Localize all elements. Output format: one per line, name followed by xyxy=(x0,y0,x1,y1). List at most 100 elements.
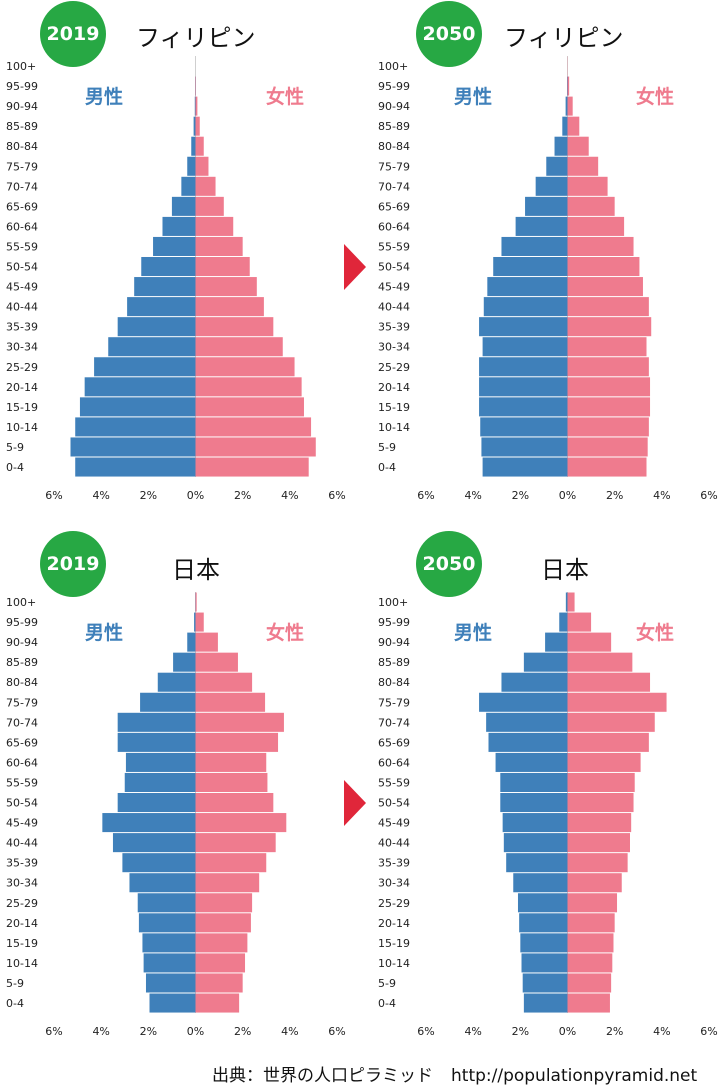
x-tick-label: 4% xyxy=(281,1025,298,1038)
male-bar xyxy=(516,217,568,236)
female-bar xyxy=(196,773,268,792)
male-bar xyxy=(479,317,567,336)
age-group-label: 100+ xyxy=(378,60,408,73)
age-group-label: 20-14 xyxy=(6,381,38,394)
female-bar xyxy=(196,613,204,632)
male-bar xyxy=(150,994,196,1013)
female-bar xyxy=(196,177,216,196)
male-bar xyxy=(118,793,196,812)
age-group-label: 0-4 xyxy=(6,997,24,1010)
female-bar xyxy=(196,157,209,176)
female-bar xyxy=(196,994,240,1013)
male-bar xyxy=(80,397,196,416)
female-label: 女性 xyxy=(636,621,674,644)
female-bar xyxy=(568,633,612,652)
male-bar xyxy=(126,753,196,772)
age-group-label: 55-59 xyxy=(378,240,410,253)
age-group-label: 60-64 xyxy=(378,756,410,769)
age-group-label: 80-84 xyxy=(6,140,38,153)
age-group-label: 20-14 xyxy=(378,917,410,930)
male-bar xyxy=(118,713,196,732)
female-bar xyxy=(196,197,224,216)
male-bar xyxy=(172,197,196,216)
male-bar xyxy=(75,417,195,436)
age-group-label: 15-19 xyxy=(6,401,38,414)
female-bar xyxy=(196,437,316,456)
male-label: 男性 xyxy=(454,621,492,644)
male-bar xyxy=(504,833,568,852)
female-bar xyxy=(196,137,204,156)
age-group-label: 95-99 xyxy=(378,80,410,93)
female-label: 女性 xyxy=(266,85,304,108)
male-bar xyxy=(559,613,567,632)
age-group-label: 75-79 xyxy=(6,160,38,173)
male-bar xyxy=(566,97,568,116)
male-bar xyxy=(118,317,196,336)
age-group-label: 25-29 xyxy=(378,897,410,910)
male-bar xyxy=(187,157,195,176)
female-label: 女性 xyxy=(266,621,304,644)
male-bar xyxy=(85,377,196,396)
male-bar xyxy=(525,197,567,216)
female-bar xyxy=(196,458,309,477)
x-tick-label: 4% xyxy=(464,1025,481,1038)
source-label: 出典：世界の人口ピラミッド xyxy=(212,1066,433,1086)
female-bar xyxy=(568,893,618,912)
male-bar xyxy=(127,297,195,316)
male-bar xyxy=(129,873,195,892)
female-bar xyxy=(568,773,635,792)
male-bar xyxy=(536,177,568,196)
male-bar xyxy=(162,217,195,236)
male-bar xyxy=(71,437,196,456)
female-bar xyxy=(568,994,610,1013)
age-group-label: 25-29 xyxy=(378,361,410,374)
age-group-label: 35-39 xyxy=(6,857,38,870)
age-group-label: 30-34 xyxy=(6,877,38,890)
transition-arrow-icon xyxy=(344,244,366,290)
x-tick-label: 0% xyxy=(187,489,204,502)
male-bar xyxy=(138,893,196,912)
male-bar xyxy=(140,693,195,712)
female-bar xyxy=(196,417,312,436)
male-bar xyxy=(153,237,195,256)
male-label: 男性 xyxy=(454,85,492,108)
male-bar xyxy=(519,913,567,932)
age-group-label: 5-9 xyxy=(6,441,24,454)
age-group-label: 40-44 xyxy=(6,837,38,850)
female-bar xyxy=(568,137,589,156)
male-bar xyxy=(522,953,568,972)
male-bar xyxy=(520,933,567,952)
age-group-label: 35-39 xyxy=(6,321,38,334)
x-tick-label: 6% xyxy=(417,489,434,502)
age-group-label: 70-74 xyxy=(378,180,410,193)
age-group-label: 100+ xyxy=(6,596,36,609)
male-bar xyxy=(94,357,195,376)
age-group-label: 25-29 xyxy=(6,361,38,374)
male-bar xyxy=(487,277,567,296)
x-tick-label: 6% xyxy=(328,489,345,502)
female-bar xyxy=(196,653,238,672)
age-group-label: 70-74 xyxy=(6,180,38,193)
age-group-label: 70-74 xyxy=(6,716,38,729)
male-bar xyxy=(142,933,195,952)
age-group-label: 80-84 xyxy=(378,140,410,153)
age-group-label: 10-14 xyxy=(6,421,38,434)
x-tick-label: 2% xyxy=(606,1025,623,1038)
female-bar xyxy=(196,713,284,732)
age-group-label: 15-19 xyxy=(6,937,38,950)
male-bar xyxy=(139,913,196,932)
male-bar xyxy=(486,713,567,732)
male-bar xyxy=(484,297,568,316)
age-group-label: 10-14 xyxy=(378,957,410,970)
male-bar xyxy=(187,633,195,652)
female-bar xyxy=(568,653,633,672)
age-group-label: 20-14 xyxy=(6,917,38,930)
male-bar xyxy=(500,793,567,812)
male-bar xyxy=(479,377,567,396)
male-bar xyxy=(513,873,567,892)
female-bar xyxy=(196,813,287,832)
age-group-label: 20-14 xyxy=(378,381,410,394)
female-bar xyxy=(568,953,613,972)
